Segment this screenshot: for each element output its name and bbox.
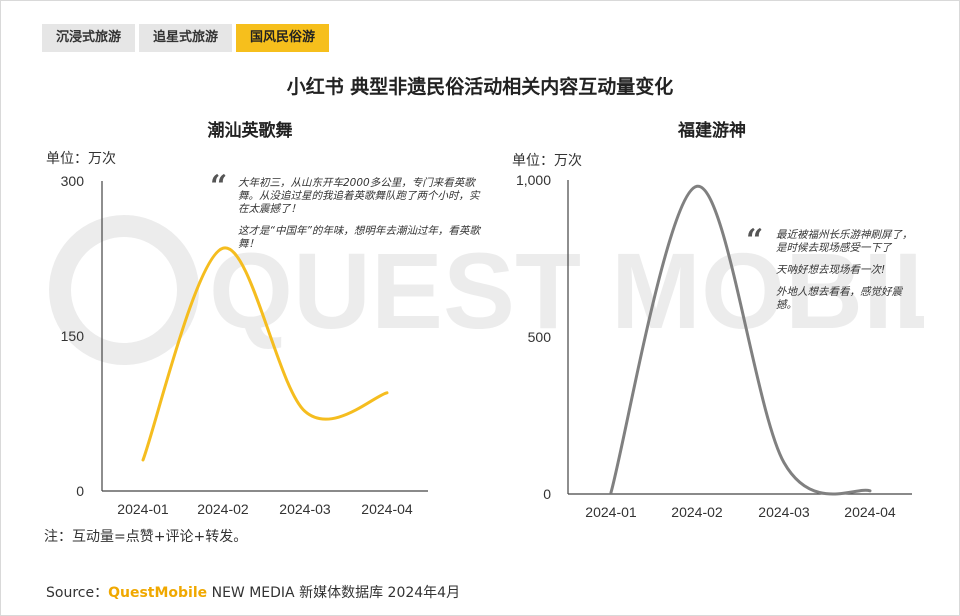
source-brand: QuestMobile <box>108 585 208 601</box>
left-unit-label: 单位：万次 <box>46 151 116 167</box>
right-x-tick-label: 2024-02 <box>671 504 723 520</box>
right-quote-1: 最近被福州长乐游神刷屏了，是时候去现场感受一下了 <box>776 229 913 254</box>
right-x-tick-label: 2024-03 <box>758 504 810 520</box>
right-y-tick-label: 500 <box>528 329 552 345</box>
left-series-line <box>141 246 389 462</box>
source-prefix: Source： <box>46 585 109 601</box>
right-x-tick-label: 2024-01 <box>585 504 637 520</box>
left-x-tick-label: 2024-04 <box>361 501 413 517</box>
right-y-tick-label: 1,000 <box>516 172 551 188</box>
left-quote-1: 大年初三，从山东开车2000多公里，专门来看英歌舞。从没追过星的我追着英歌舞队跑… <box>238 177 480 215</box>
footnote: 注：互动量=点赞+评论+转发。 <box>44 529 248 545</box>
left-quote-2: 这才是“中国年”的年味，想明年去潮汕过年，看英歌舞！ <box>238 225 480 250</box>
left-y-tick-label: 150 <box>61 328 85 344</box>
quote-icon-left: “ <box>210 169 228 204</box>
right-series-line <box>609 184 872 496</box>
left-y-tick-label: 0 <box>76 483 84 499</box>
tab-bar: 沉浸式旅游 追星式旅游 国风民俗游 <box>42 24 330 52</box>
right-quote-2: 天呐好想去现场看一次! <box>776 264 886 276</box>
tab-folk-custom[interactable]: 国风民俗游 <box>236 24 330 52</box>
watermark-text: QUEST MOBILE <box>209 230 924 351</box>
right-unit-label: 单位：万次 <box>512 153 582 169</box>
tab-fan-travel[interactable]: 追星式旅游 <box>139 24 233 52</box>
left-chart-title: 潮汕英歌舞 <box>207 121 293 141</box>
left-x-tick-label: 2024-03 <box>279 501 331 517</box>
tab-immersive[interactable]: 沉浸式旅游 <box>42 24 136 52</box>
page-title: 小红书 典型非遗民俗活动相关内容互动量变化 <box>286 76 674 98</box>
right-annotation: 最近被福州长乐游神刷屏了，是时候去现场感受一下了 天呐好想去现场看一次! 外地人… <box>776 229 914 321</box>
watermark: QUEST MOBILE <box>49 215 924 365</box>
right-x-tick-label: 2024-04 <box>844 504 896 520</box>
left-y-tick-label: 300 <box>61 173 85 189</box>
left-x-tick-label: 2024-01 <box>117 501 169 517</box>
right-quote-3: 外地人想去看看，感觉好震撼。 <box>776 286 902 311</box>
right-y-tick-label: 0 <box>543 486 551 502</box>
source-line: Source：QuestMobile NEW MEDIA 新媒体数据库 2024… <box>46 582 460 602</box>
quote-icon-right: “ <box>746 223 764 258</box>
left-annotation: 大年初三，从山东开车2000多公里，专门来看英歌舞。从没追过星的我追着英歌舞队跑… <box>238 177 486 260</box>
right-chart-title: 福建游神 <box>678 121 746 141</box>
source-rest: NEW MEDIA 新媒体数据库 2024年4月 <box>211 585 461 601</box>
left-x-tick-label: 2024-02 <box>197 501 249 517</box>
